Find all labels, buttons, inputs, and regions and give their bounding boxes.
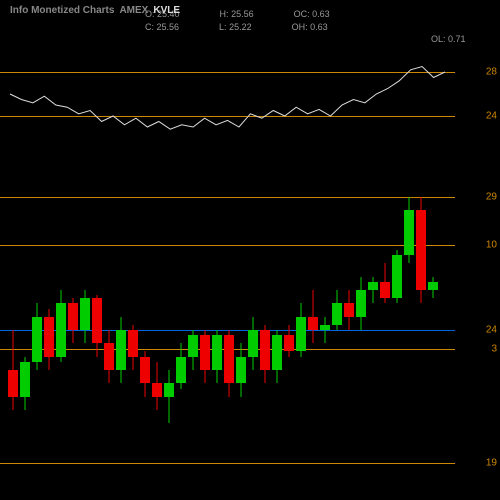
exchange: AMEX bbox=[119, 5, 148, 16]
gridline bbox=[0, 330, 455, 331]
chart-header: Info Monetized Charts AMEX KVLE bbox=[10, 5, 490, 16]
axis-label: 10 bbox=[486, 239, 497, 250]
symbol: KVLE bbox=[153, 5, 180, 16]
upper-chart-panel: 2824 bbox=[0, 50, 455, 160]
axis-label: 19 bbox=[486, 458, 497, 469]
line-chart-svg bbox=[0, 50, 455, 160]
stat-ol: OL: 0.71 bbox=[431, 33, 466, 46]
axis-label: 3 bbox=[491, 343, 497, 354]
gridline bbox=[0, 463, 455, 464]
axis-label: 24 bbox=[486, 325, 497, 336]
stat-oh: OH: 0.63 bbox=[292, 21, 328, 34]
axis-label: 24 bbox=[486, 111, 497, 122]
lower-chart-panel: 291024319 bbox=[0, 170, 455, 490]
stat-low: L: 25.22 bbox=[219, 21, 252, 34]
stat-close: C: 25.56 bbox=[145, 21, 179, 34]
title-prefix: Info Monetized Charts bbox=[10, 5, 114, 16]
gridline bbox=[0, 245, 455, 246]
gridline bbox=[0, 197, 455, 198]
axis-label: 29 bbox=[486, 191, 497, 202]
axis-label: 28 bbox=[486, 67, 497, 78]
